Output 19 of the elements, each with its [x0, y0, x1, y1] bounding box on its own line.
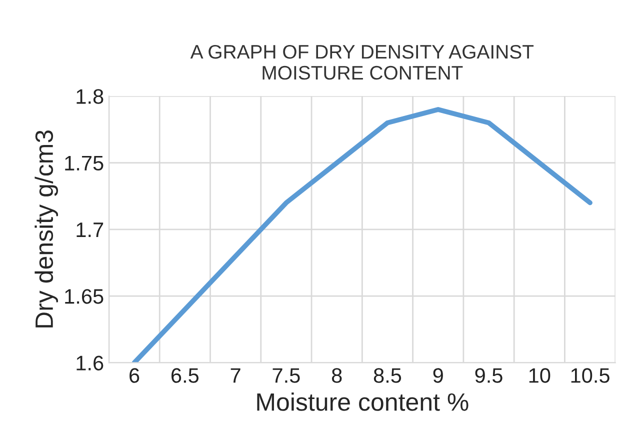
y-axis-title: Dry density g/cm3	[34, 130, 58, 328]
x-tick-label: 9.5	[475, 368, 502, 383]
x-tick-label: 8	[332, 368, 342, 383]
y-tick-label: 1.6	[76, 356, 104, 370]
x-tick-label: 9	[433, 368, 443, 383]
x-tick-label: 7.5	[272, 368, 300, 383]
x-tick-label: 10	[529, 368, 550, 383]
y-tick-label: 1.7	[76, 222, 104, 237]
x-tick-label: 7	[230, 368, 240, 383]
y-tick-label: 1.8	[76, 89, 104, 104]
y-tick-label: 1.65	[65, 289, 104, 304]
x-tick-label: 6.5	[172, 368, 199, 383]
x-axis-title: Moisture content %	[257, 392, 468, 411]
chart-title: A GRAPH OF DRY DENSITY AGAINST MOISTURE CONTENT	[190, 44, 534, 80]
x-tick-label: 10.5	[571, 368, 610, 383]
line-series	[132, 107, 592, 363]
y-tick-label: 1.75	[65, 156, 104, 171]
x-tick-label: 8.5	[374, 368, 402, 383]
x-tick-label: 6	[130, 368, 140, 383]
